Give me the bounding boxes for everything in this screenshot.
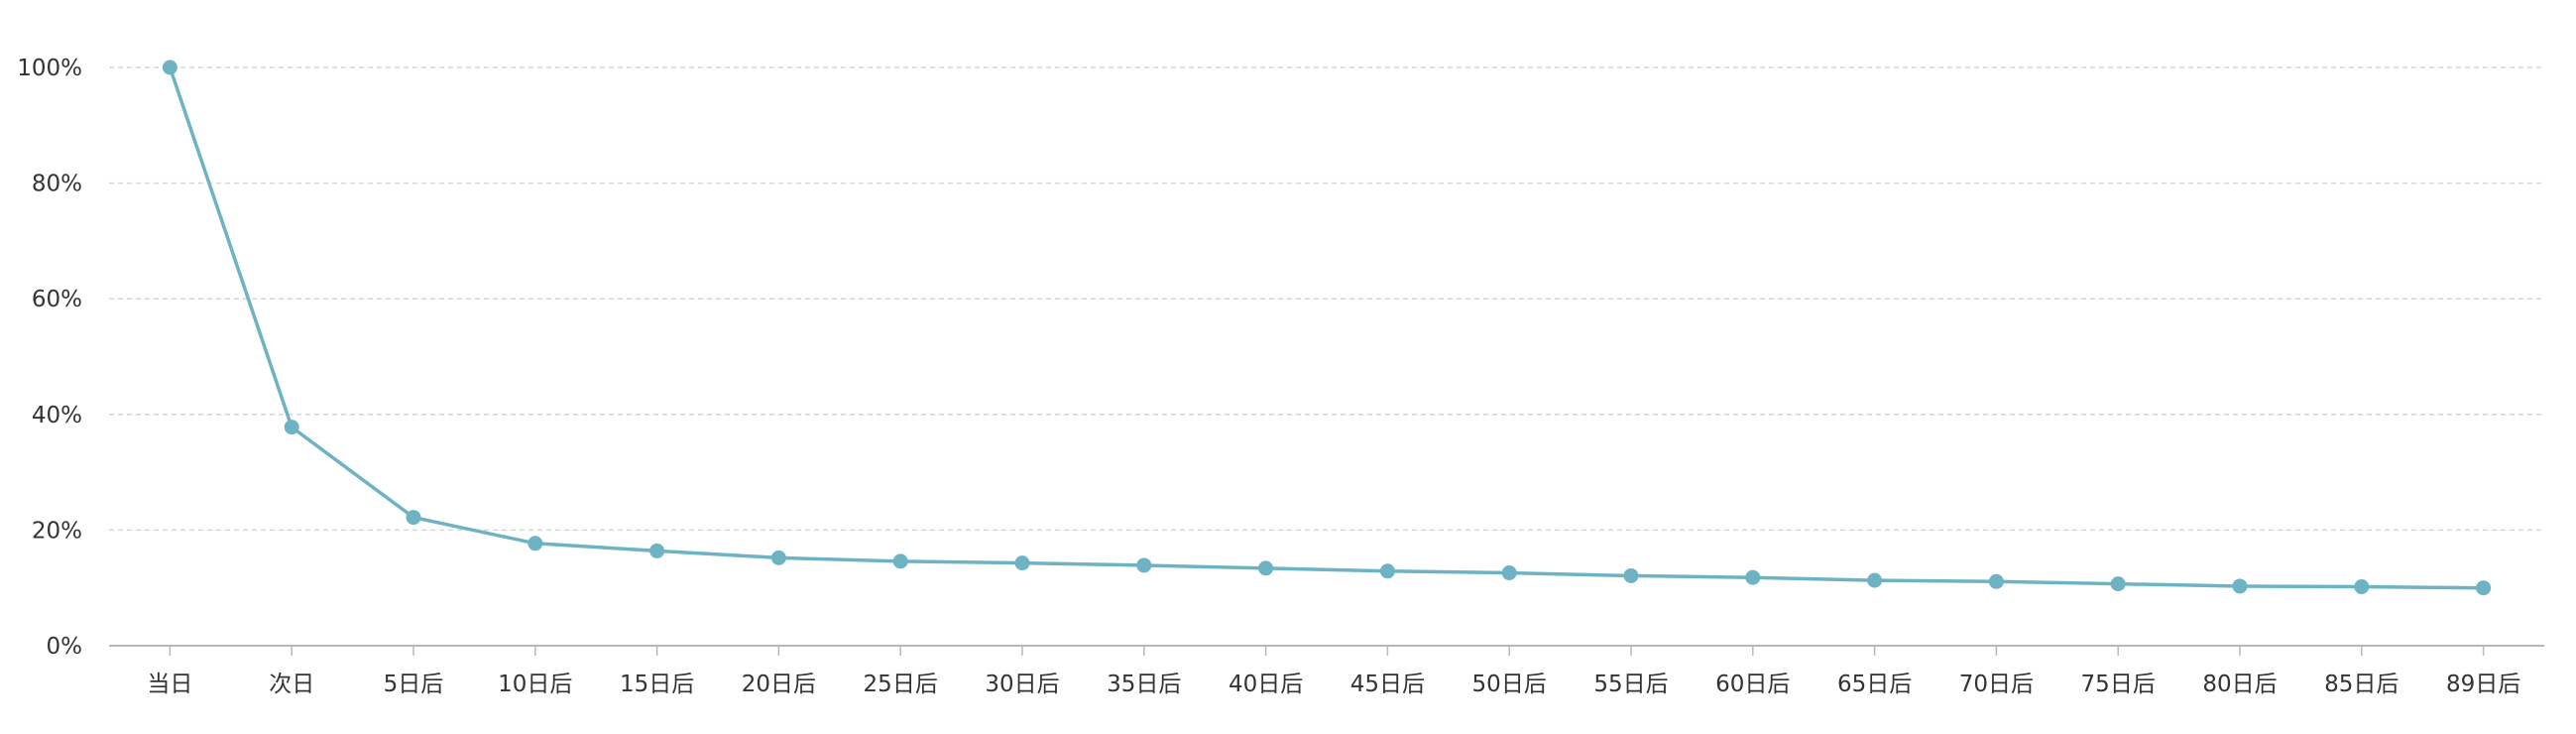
x-tick-label: 20日后 bbox=[742, 672, 816, 697]
data-point bbox=[1258, 560, 1274, 576]
x-tick-label: 次日 bbox=[269, 672, 314, 697]
x-tick-label: 30日后 bbox=[985, 672, 1059, 697]
y-axis-labels: 0% 20% 40% 60% 80% 100% bbox=[17, 56, 82, 660]
data-point bbox=[2354, 579, 2370, 595]
gridlines bbox=[109, 66, 2544, 532]
y-tick-label: 80% bbox=[32, 172, 82, 197]
x-axis bbox=[109, 645, 2544, 656]
y-tick-label: 100% bbox=[17, 56, 82, 81]
x-tick-label: 55日后 bbox=[1593, 672, 1668, 697]
x-tick-label: 25日后 bbox=[864, 672, 938, 697]
x-tick-label: 15日后 bbox=[620, 672, 694, 697]
y-tick-label: 40% bbox=[32, 403, 82, 428]
data-point bbox=[527, 536, 543, 551]
x-tick-label: 当日 bbox=[147, 672, 192, 697]
x-tick-label: 10日后 bbox=[498, 672, 572, 697]
data-point bbox=[162, 60, 177, 75]
x-tick-label: 65日后 bbox=[1837, 672, 1912, 697]
data-point bbox=[1014, 555, 1030, 571]
data-point bbox=[2110, 576, 2126, 592]
data-point bbox=[2476, 580, 2492, 596]
x-tick-label: 45日后 bbox=[1350, 672, 1425, 697]
data-point bbox=[1867, 572, 1883, 588]
data-point bbox=[1136, 557, 1152, 573]
series-line bbox=[168, 66, 2484, 590]
data-point bbox=[649, 543, 665, 558]
x-tick-label: 80日后 bbox=[2202, 672, 2277, 697]
y-tick-label: 60% bbox=[32, 287, 82, 312]
y-tick-label: 0% bbox=[47, 634, 83, 660]
data-point bbox=[406, 510, 421, 526]
x-tick-label: 70日后 bbox=[1959, 672, 2034, 697]
data-point bbox=[1501, 565, 1517, 581]
data-point bbox=[892, 553, 908, 569]
x-tick-label: 40日后 bbox=[1229, 672, 1303, 697]
data-point bbox=[284, 420, 299, 435]
x-tick-label: 5日后 bbox=[384, 672, 444, 697]
data-point bbox=[1745, 569, 1761, 585]
x-tick-label: 75日后 bbox=[2081, 672, 2156, 697]
x-tick-label: 60日后 bbox=[1715, 672, 1790, 697]
x-axis-labels: 当日 次日 5日后 10日后 15日后 20日后 25日后 30日后 35日后 40日后 45日后 5… bbox=[147, 672, 2520, 697]
x-tick-label: 89日后 bbox=[2446, 672, 2520, 697]
x-tick-label: 85日后 bbox=[2324, 672, 2399, 697]
data-point bbox=[1379, 563, 1395, 579]
data-point bbox=[1623, 567, 1639, 583]
data-point bbox=[770, 550, 786, 565]
data-point bbox=[1988, 573, 2004, 589]
y-tick-label: 20% bbox=[32, 518, 82, 544]
data-point bbox=[2232, 578, 2248, 594]
series-group bbox=[162, 60, 2492, 596]
x-tick-label: 50日后 bbox=[1472, 672, 1547, 697]
x-tick-label: 35日后 bbox=[1107, 672, 1181, 697]
